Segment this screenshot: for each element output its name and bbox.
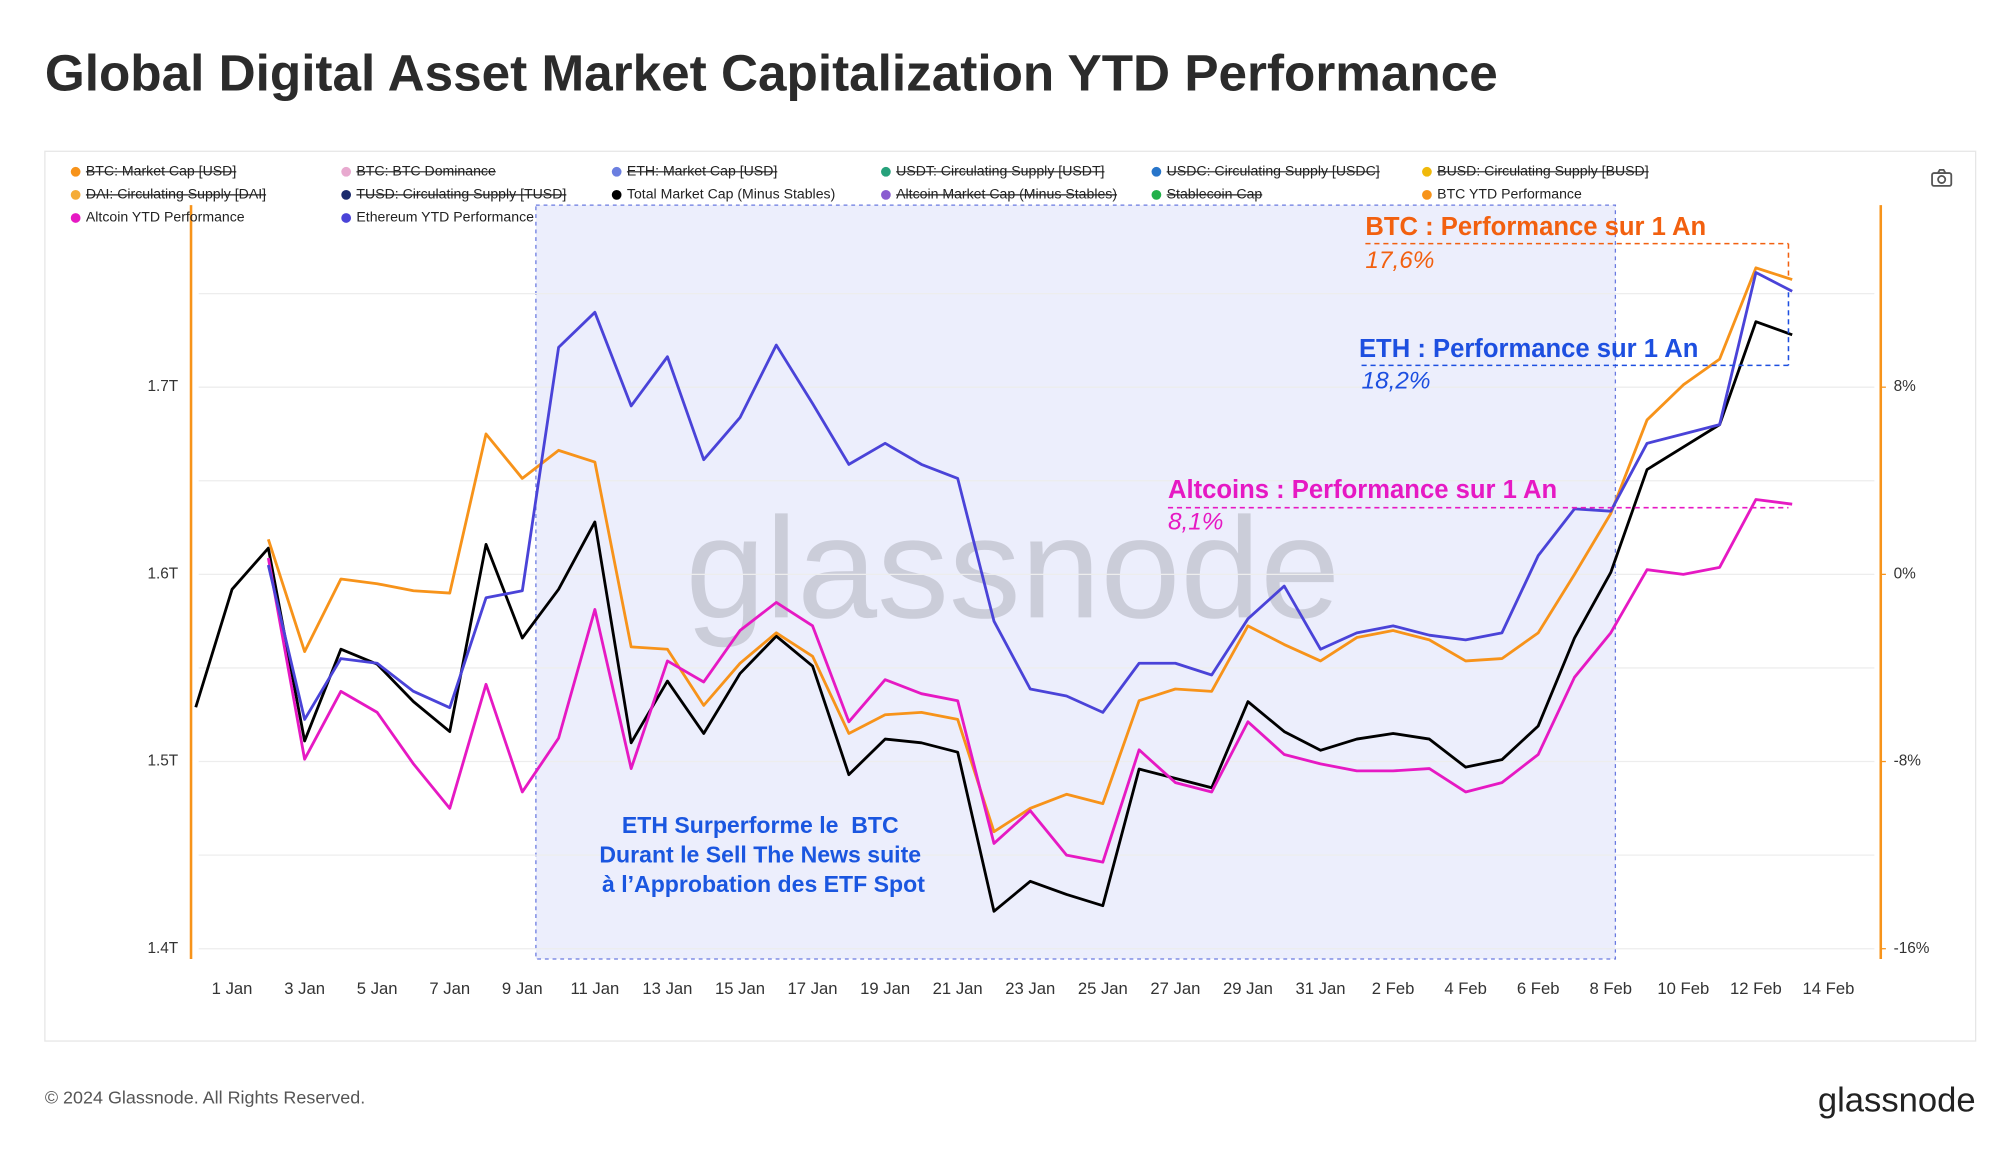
legend-marker — [70, 166, 81, 177]
footer-copyright: © 2024 Glassnode. All Rights Reserved. — [45, 1087, 365, 1107]
x-tick-label: 11 Jan — [570, 979, 619, 998]
legend-marker — [881, 190, 891, 200]
legend-label[interactable]: Total Market Cap (Minus Stables) — [627, 186, 835, 202]
x-tick-label: 12 Feb — [1730, 979, 1782, 998]
x-tick-label: 10 Feb — [1657, 979, 1709, 998]
x-tick-label: 27 Jan — [1150, 979, 1200, 998]
legend-marker — [881, 166, 891, 177]
annotation-title: Altcoins : Performance sur 1 An — [1168, 476, 1557, 504]
x-tick-label: 8 Feb — [1589, 979, 1632, 998]
x-tick-label: 7 Jan — [429, 979, 470, 998]
legend-marker — [70, 190, 81, 200]
highlight-note-line: Durant le Sell The News suite — [599, 842, 921, 868]
legend-label[interactable]: DAI: Circulating Supply [DAI] — [86, 186, 266, 202]
legend-marker — [611, 190, 622, 200]
series-line — [266, 271, 1793, 721]
legend-label[interactable]: BTC: BTC Dominance — [356, 163, 496, 179]
legend-label[interactable]: BUSD: Circulating Supply [BUSD] — [1437, 163, 1648, 179]
legend-marker — [341, 166, 352, 177]
legend-label[interactable]: ETH: Market Cap [USD] — [627, 163, 777, 179]
y2-tick-label: 0% — [1894, 565, 1917, 582]
x-tick-label: 25 Jan — [1078, 979, 1128, 998]
highlight-note-line: à l’Approbation des ETF Spot — [596, 871, 926, 897]
x-tick-label: 31 Jan — [1296, 979, 1346, 998]
x-tick-label: 2 Feb — [1372, 979, 1415, 998]
x-tick-label: 4 Feb — [1444, 979, 1487, 998]
x-tick-label: 15 Jan — [715, 979, 765, 998]
annotation-title: BTC : Performance sur 1 An — [1365, 213, 1706, 241]
series-line — [266, 498, 1793, 864]
legend-marker — [1422, 190, 1432, 200]
annotation-value: 8,1% — [1168, 509, 1224, 536]
x-tick-label: 29 Jan — [1223, 979, 1273, 998]
x-tick-label: 23 Jan — [1005, 979, 1055, 998]
x-tick-label: 19 Jan — [860, 979, 910, 998]
legend-label[interactable]: BTC YTD Performance — [1437, 186, 1582, 202]
legend-label[interactable]: USDT: Circulating Supply [USDT] — [896, 163, 1104, 179]
brand-logo: glassnode — [1818, 1082, 1976, 1120]
series-line — [266, 266, 1793, 834]
x-tick-label: 5 Jan — [357, 979, 398, 998]
x-tick-label: 13 Jan — [642, 979, 692, 998]
y-tick-label: 1.6T — [147, 565, 178, 582]
watermark: glassnode — [686, 488, 1341, 648]
y-tick-label: 1.5T — [147, 753, 178, 770]
x-tick-label: 9 Jan — [502, 979, 543, 998]
legend-label[interactable]: Altcoin Market Cap (Minus Stables) — [896, 186, 1117, 202]
x-tick-label: 14 Feb — [1803, 979, 1855, 998]
x-tick-label: 1 Jan — [212, 979, 253, 998]
y2-tick-label: -16% — [1894, 940, 1930, 957]
y-tick-label: 1.7T — [147, 378, 178, 395]
legend-label[interactable]: Stablecoin Cap — [1167, 186, 1263, 202]
x-tick-label: 6 Feb — [1517, 979, 1560, 998]
legend-marker — [341, 190, 352, 200]
camera-icon[interactable] — [1931, 168, 1953, 187]
annotation-title: ETH : Performance sur 1 An — [1359, 335, 1698, 363]
annotation-value: 18,2% — [1362, 367, 1431, 394]
x-tick-label: 3 Jan — [284, 979, 325, 998]
highlight-note-line: ETH Surperforme le BTC — [622, 812, 899, 838]
y2-tick-label: -8% — [1894, 753, 1922, 770]
legend-marker — [341, 213, 352, 223]
y-tick-label: 1.4T — [147, 940, 178, 957]
legend-marker — [70, 213, 81, 223]
legend-marker — [611, 166, 622, 177]
legend-label[interactable]: Altcoin YTD Performance — [86, 209, 245, 225]
chart-title: Global Digital Asset Market Capitalizati… — [45, 44, 1498, 101]
legend-marker — [1151, 166, 1162, 177]
legend-label[interactable]: Ethereum YTD Performance — [356, 209, 534, 225]
legend-label[interactable]: TUSD: Circulating Supply [TUSD] — [356, 186, 566, 202]
legend-label[interactable]: BTC: Market Cap [USD] — [86, 163, 236, 179]
legend-marker — [1422, 166, 1432, 177]
legend-label[interactable]: USDC: Circulating Supply [USDC] — [1167, 163, 1380, 179]
highlight-region — [535, 204, 1617, 960]
annotation-value: 17,6% — [1365, 247, 1434, 274]
legend-marker — [1151, 190, 1162, 200]
chart-frame — [44, 150, 1977, 1042]
x-tick-label: 21 Jan — [933, 979, 983, 998]
x-tick-label: 17 Jan — [788, 979, 838, 998]
y2-tick-label: 8% — [1894, 378, 1917, 395]
